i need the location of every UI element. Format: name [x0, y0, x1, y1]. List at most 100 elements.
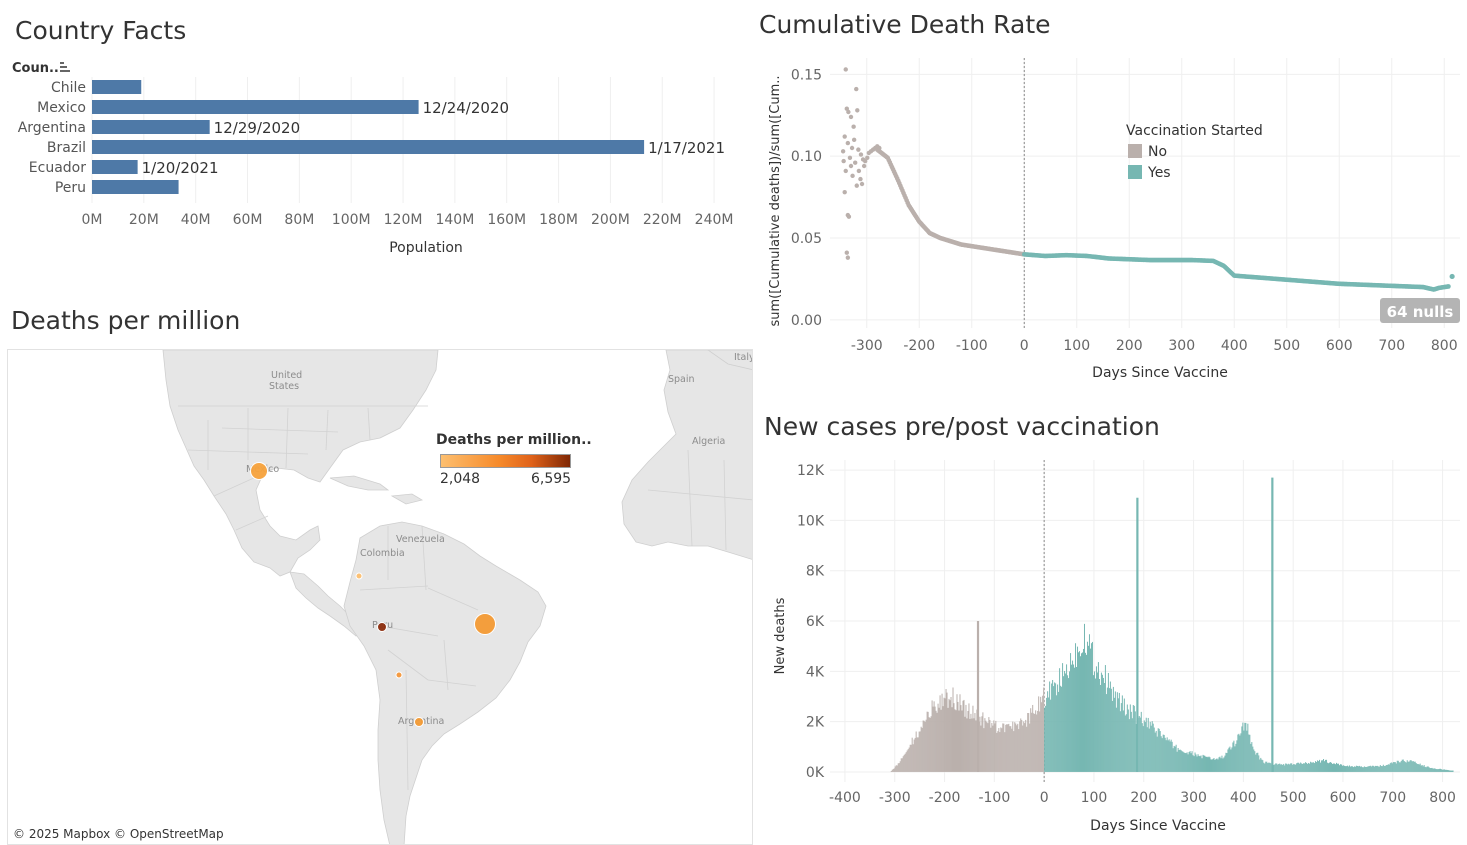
- legend-item-no[interactable]: No: [1148, 144, 1167, 160]
- daily-bar[interactable]: [1067, 675, 1069, 772]
- daily-bar[interactable]: [898, 763, 900, 772]
- data-point[interactable]: [846, 214, 852, 219]
- daily-bar[interactable]: [1343, 765, 1345, 772]
- daily-bar[interactable]: [1237, 734, 1239, 772]
- daily-bar[interactable]: [1195, 754, 1197, 772]
- daily-bar[interactable]: [1014, 722, 1016, 772]
- daily-bar[interactable]: [1179, 749, 1181, 772]
- daily-bar[interactable]: [1033, 713, 1035, 772]
- daily-bar[interactable]: [1151, 721, 1153, 772]
- daily-bar[interactable]: [1418, 764, 1420, 772]
- daily-bar[interactable]: [1143, 720, 1145, 772]
- daily-bar[interactable]: [946, 692, 948, 772]
- daily-bar[interactable]: [891, 769, 893, 772]
- daily-bar[interactable]: [1059, 668, 1061, 772]
- daily-bar[interactable]: [1130, 711, 1132, 772]
- daily-bar[interactable]: [1103, 682, 1105, 772]
- daily-bar[interactable]: [1307, 763, 1309, 772]
- daily-bar[interactable]: [1196, 756, 1198, 772]
- daily-bar[interactable]: [906, 750, 908, 772]
- daily-bar[interactable]: [1264, 763, 1266, 772]
- daily-bar[interactable]: [960, 705, 962, 772]
- daily-bar[interactable]: [1208, 756, 1210, 772]
- daily-bar[interactable]: [939, 695, 941, 772]
- daily-bar[interactable]: [962, 700, 964, 772]
- map-attribution[interactable]: © 2025 Mapbox © OpenStreetMap: [13, 827, 224, 841]
- daily-bar[interactable]: [1188, 752, 1190, 772]
- data-point[interactable]: [861, 163, 867, 169]
- data-point[interactable]: [840, 149, 846, 154]
- daily-bar[interactable]: [1404, 761, 1406, 772]
- daily-bar[interactable]: [1012, 721, 1014, 772]
- daily-bar[interactable]: [921, 727, 923, 772]
- daily-bar[interactable]: [944, 698, 946, 772]
- daily-bar[interactable]: [1221, 755, 1223, 772]
- daily-bar[interactable]: [1197, 754, 1199, 772]
- daily-bar[interactable]: [1210, 759, 1212, 772]
- marker-brazil[interactable]: [474, 613, 496, 635]
- daily-bar[interactable]: [1173, 745, 1175, 772]
- daily-bar[interactable]: [1128, 719, 1130, 772]
- daily-bar[interactable]: [1440, 768, 1442, 772]
- daily-bar[interactable]: [1292, 764, 1294, 772]
- daily-bar[interactable]: [893, 768, 895, 772]
- daily-bar[interactable]: [1028, 713, 1030, 772]
- daily-bar[interactable]: [1388, 764, 1390, 772]
- daily-bar[interactable]: [1318, 761, 1320, 772]
- daily-bar[interactable]: [895, 765, 897, 772]
- daily-bar[interactable]: [1291, 763, 1293, 772]
- daily-bar[interactable]: [1442, 769, 1444, 772]
- daily-bar[interactable]: [1381, 766, 1383, 772]
- daily-bar[interactable]: [1317, 760, 1319, 772]
- daily-bar[interactable]: [1246, 730, 1248, 772]
- daily-bar[interactable]: [1034, 713, 1036, 772]
- daily-bar[interactable]: [952, 687, 954, 772]
- daily-bar[interactable]: [1184, 752, 1186, 772]
- daily-bar[interactable]: [892, 768, 894, 772]
- data-point[interactable]: [865, 155, 870, 161]
- daily-bar[interactable]: [1394, 762, 1396, 772]
- daily-bar[interactable]: [1084, 652, 1086, 772]
- daily-bar[interactable]: [1392, 762, 1394, 772]
- daily-bar[interactable]: [1095, 666, 1097, 772]
- daily-bar[interactable]: [1360, 766, 1362, 772]
- daily-bar[interactable]: [933, 701, 935, 772]
- daily-bar[interactable]: [1386, 764, 1388, 772]
- daily-bar[interactable]: [1413, 761, 1415, 772]
- daily-bar[interactable]: [1257, 752, 1259, 772]
- daily-bar[interactable]: [1322, 760, 1324, 772]
- daily-bar[interactable]: [1124, 715, 1126, 772]
- daily-bar[interactable]: [1022, 725, 1024, 772]
- daily-bar[interactable]: [1107, 672, 1109, 772]
- daily-bar[interactable]: [1367, 766, 1369, 772]
- daily-bar[interactable]: [1417, 763, 1419, 772]
- daily-bar[interactable]: [1244, 722, 1246, 772]
- daily-bar[interactable]: [1202, 754, 1204, 772]
- daily-bar[interactable]: [1332, 763, 1334, 772]
- daily-bar[interactable]: [1227, 749, 1229, 772]
- daily-bar[interactable]: [1269, 762, 1271, 772]
- data-point[interactable]: [858, 176, 863, 182]
- daily-bar[interactable]: [903, 754, 905, 772]
- daily-bar[interactable]: [1333, 763, 1335, 772]
- daily-bar[interactable]: [998, 728, 1000, 772]
- legend-item-yes[interactable]: Yes: [1147, 165, 1171, 181]
- daily-bar[interactable]: [901, 758, 903, 772]
- daily-bar[interactable]: [1321, 760, 1323, 772]
- daily-bar[interactable]: [934, 706, 936, 772]
- daily-bar[interactable]: [1003, 723, 1005, 772]
- daily-bar[interactable]: [1083, 623, 1085, 772]
- daily-bar[interactable]: [1262, 760, 1264, 772]
- daily-bar[interactable]: [1170, 739, 1172, 772]
- daily-bar[interactable]: [1082, 652, 1083, 772]
- daily-bar[interactable]: [1153, 727, 1155, 772]
- data-point[interactable]: [853, 160, 858, 165]
- daily-bar[interactable]: [925, 719, 927, 772]
- cumulative-chart[interactable]: 0.00 0.05 0.10 0.15 -300 -200 -100 0 100 200 300 40…: [760, 50, 1467, 390]
- daily-bar[interactable]: [1113, 697, 1115, 772]
- daily-bar[interactable]: [1126, 704, 1128, 772]
- daily-bar[interactable]: [1277, 764, 1279, 772]
- daily-bar[interactable]: [1027, 712, 1029, 772]
- daily-bar[interactable]: [1078, 652, 1080, 772]
- daily-bar[interactable]: [1282, 764, 1284, 772]
